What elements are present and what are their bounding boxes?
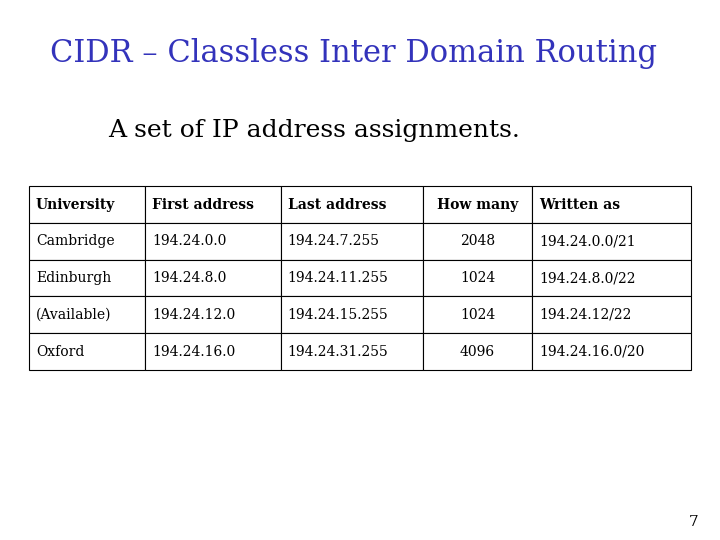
Bar <box>281 260 423 296</box>
Bar <box>423 223 532 260</box>
Text: CIDR – Classless Inter Domain Routing: CIDR – Classless Inter Domain Routing <box>50 38 657 69</box>
Bar <box>29 186 145 223</box>
Text: 194.24.15.255: 194.24.15.255 <box>288 308 389 322</box>
Bar <box>29 260 145 296</box>
Text: (Available): (Available) <box>36 308 112 322</box>
Bar <box>281 223 423 260</box>
Bar <box>532 260 691 296</box>
Text: First address: First address <box>152 198 254 212</box>
Bar <box>145 223 281 260</box>
Text: 194.24.16.0: 194.24.16.0 <box>152 345 235 359</box>
Text: How many: How many <box>437 198 518 212</box>
Bar <box>281 333 423 370</box>
Bar <box>29 223 145 260</box>
Text: Last address: Last address <box>288 198 386 212</box>
Bar <box>532 333 691 370</box>
Bar <box>29 296 145 333</box>
Bar <box>532 223 691 260</box>
Bar <box>281 186 423 223</box>
Bar <box>29 333 145 370</box>
Text: Cambridge: Cambridge <box>36 234 114 248</box>
Bar <box>145 333 281 370</box>
Text: 194.24.7.255: 194.24.7.255 <box>288 234 379 248</box>
Text: 4096: 4096 <box>460 345 495 359</box>
Text: A set of IP address assignments.: A set of IP address assignments. <box>108 119 520 142</box>
Bar <box>423 260 532 296</box>
Bar <box>145 260 281 296</box>
Bar <box>532 186 691 223</box>
Text: Written as: Written as <box>539 198 621 212</box>
Text: Edinburgh: Edinburgh <box>36 271 112 285</box>
Text: 194.24.0.0/21: 194.24.0.0/21 <box>539 234 636 248</box>
Bar <box>423 333 532 370</box>
Bar <box>145 296 281 333</box>
Text: 194.24.11.255: 194.24.11.255 <box>288 271 389 285</box>
Text: 194.24.8.0/22: 194.24.8.0/22 <box>539 271 636 285</box>
Bar <box>423 296 532 333</box>
Text: 194.24.12/22: 194.24.12/22 <box>539 308 631 322</box>
Text: 194.24.16.0/20: 194.24.16.0/20 <box>539 345 645 359</box>
Text: 194.24.31.255: 194.24.31.255 <box>288 345 389 359</box>
Text: 2048: 2048 <box>460 234 495 248</box>
Bar <box>281 296 423 333</box>
Text: 194.24.0.0: 194.24.0.0 <box>152 234 226 248</box>
Text: Oxford: Oxford <box>36 345 84 359</box>
Text: 1024: 1024 <box>460 271 495 285</box>
Text: 7: 7 <box>689 515 698 529</box>
Text: 1024: 1024 <box>460 308 495 322</box>
Text: University: University <box>36 198 115 212</box>
Bar <box>532 296 691 333</box>
Text: 194.24.8.0: 194.24.8.0 <box>152 271 226 285</box>
Bar <box>423 186 532 223</box>
Bar <box>145 186 281 223</box>
Text: 194.24.12.0: 194.24.12.0 <box>152 308 235 322</box>
